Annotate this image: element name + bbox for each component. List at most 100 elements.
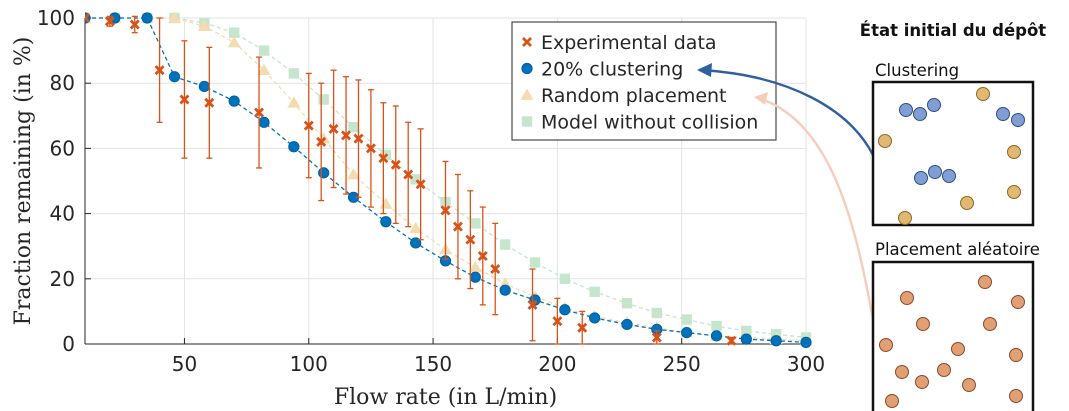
isolated-particle: [1007, 145, 1021, 159]
data-point: [529, 257, 541, 268]
data-point: [409, 221, 423, 234]
legend-label: Experimental data: [541, 32, 717, 54]
random-particle: [978, 275, 992, 289]
data-point: [477, 250, 488, 261]
data-point: [740, 333, 752, 345]
legend-marker: [521, 116, 533, 127]
random-particle: [937, 363, 951, 377]
legend-label: 20% clustering: [541, 59, 683, 81]
random-particle: [879, 338, 893, 352]
y-tick-label: 60: [50, 136, 75, 160]
data-point: [316, 136, 327, 147]
random-particle: [1009, 389, 1023, 403]
data-point: [341, 130, 352, 141]
data-point: [318, 167, 330, 179]
random-particle: [900, 291, 914, 305]
data-point: [197, 19, 211, 32]
data-point: [328, 123, 339, 134]
data-point: [380, 216, 392, 228]
y-tick-label: 40: [50, 202, 75, 226]
data-point: [258, 45, 270, 56]
legend-marker: [521, 62, 533, 75]
data-point: [129, 19, 140, 30]
data-point: [651, 332, 662, 343]
random-label: Placement aléatoire: [875, 240, 1040, 259]
data-point: [527, 299, 538, 310]
data-point: [452, 221, 463, 232]
initial-state-panel: État initial du dépôt Clustering Placement…: [697, 21, 1046, 411]
clustering-box: [871, 80, 1035, 227]
data-point: [621, 298, 633, 309]
random-box: [871, 260, 1035, 411]
random-particle: [895, 365, 909, 379]
data-point: [470, 218, 481, 229]
legend-box: [511, 21, 777, 141]
data-point: [303, 120, 314, 131]
data-point: [347, 167, 361, 180]
data-point: [179, 94, 190, 105]
isolated-particle: [898, 211, 912, 225]
data-point: [365, 143, 376, 154]
y-tick-label: 80: [50, 71, 75, 95]
data-point: [228, 27, 240, 38]
x-tick-label: 150: [414, 352, 452, 376]
data-point: [681, 326, 693, 339]
random-particle: [962, 378, 976, 392]
chart-legend: Experimental data 20% clustering Random pl…: [511, 21, 777, 141]
data-point: [168, 11, 182, 23]
clustering-label: Clustering: [875, 61, 959, 80]
data-point: [415, 179, 426, 190]
data-point: [589, 312, 601, 324]
legend-label: Model without collision: [541, 112, 758, 134]
legend-marker: [520, 88, 534, 100]
random-particle: [915, 375, 929, 389]
data-point: [741, 325, 752, 337]
data-point: [410, 237, 422, 249]
y-tick-label: 100: [37, 6, 75, 30]
data-point: [228, 95, 240, 107]
clustering-arrowhead: [697, 63, 712, 77]
data-point: [198, 80, 210, 93]
random-particle: [983, 317, 997, 331]
data-point: [468, 260, 482, 273]
data-point: [254, 107, 265, 118]
y-tick-label: 20: [50, 267, 75, 291]
random-arrow: [757, 96, 875, 321]
clustered-particle: [914, 171, 928, 185]
data-point: [204, 97, 215, 108]
clustered-particle: [899, 103, 913, 117]
isolated-particle: [976, 87, 990, 101]
data-point: [288, 141, 300, 153]
data-point: [440, 205, 451, 216]
data-point: [726, 335, 737, 346]
data-point: [104, 16, 115, 27]
data-point: [559, 273, 571, 284]
data-point: [141, 12, 153, 24]
random-particle: [916, 317, 930, 331]
data-point: [288, 68, 300, 79]
data-point: [318, 94, 329, 105]
data-point: [577, 322, 588, 333]
clustering-arrow: [699, 68, 875, 156]
series-experimental: [85, 13, 737, 346]
data-point: [465, 234, 476, 245]
data-point: [378, 153, 389, 164]
random-particle: [1009, 348, 1023, 362]
clustered-particle: [942, 169, 956, 183]
data-point: [589, 286, 600, 298]
clustered-particle: [913, 107, 927, 121]
clustered-particle: [996, 107, 1010, 121]
data-point: [227, 35, 241, 48]
random-particle: [885, 394, 899, 408]
x-tick-label: 250: [663, 352, 701, 376]
data-point: [403, 169, 414, 180]
data-point: [711, 320, 722, 332]
x-tick-label: 100: [290, 352, 328, 376]
data-point: [499, 239, 511, 250]
data-point: [681, 314, 692, 325]
data-point: [552, 316, 563, 327]
x-tick-label: 50: [172, 352, 197, 376]
x-axis-label: Flow rate (in L/min): [334, 385, 557, 410]
random-particle: [951, 342, 965, 356]
